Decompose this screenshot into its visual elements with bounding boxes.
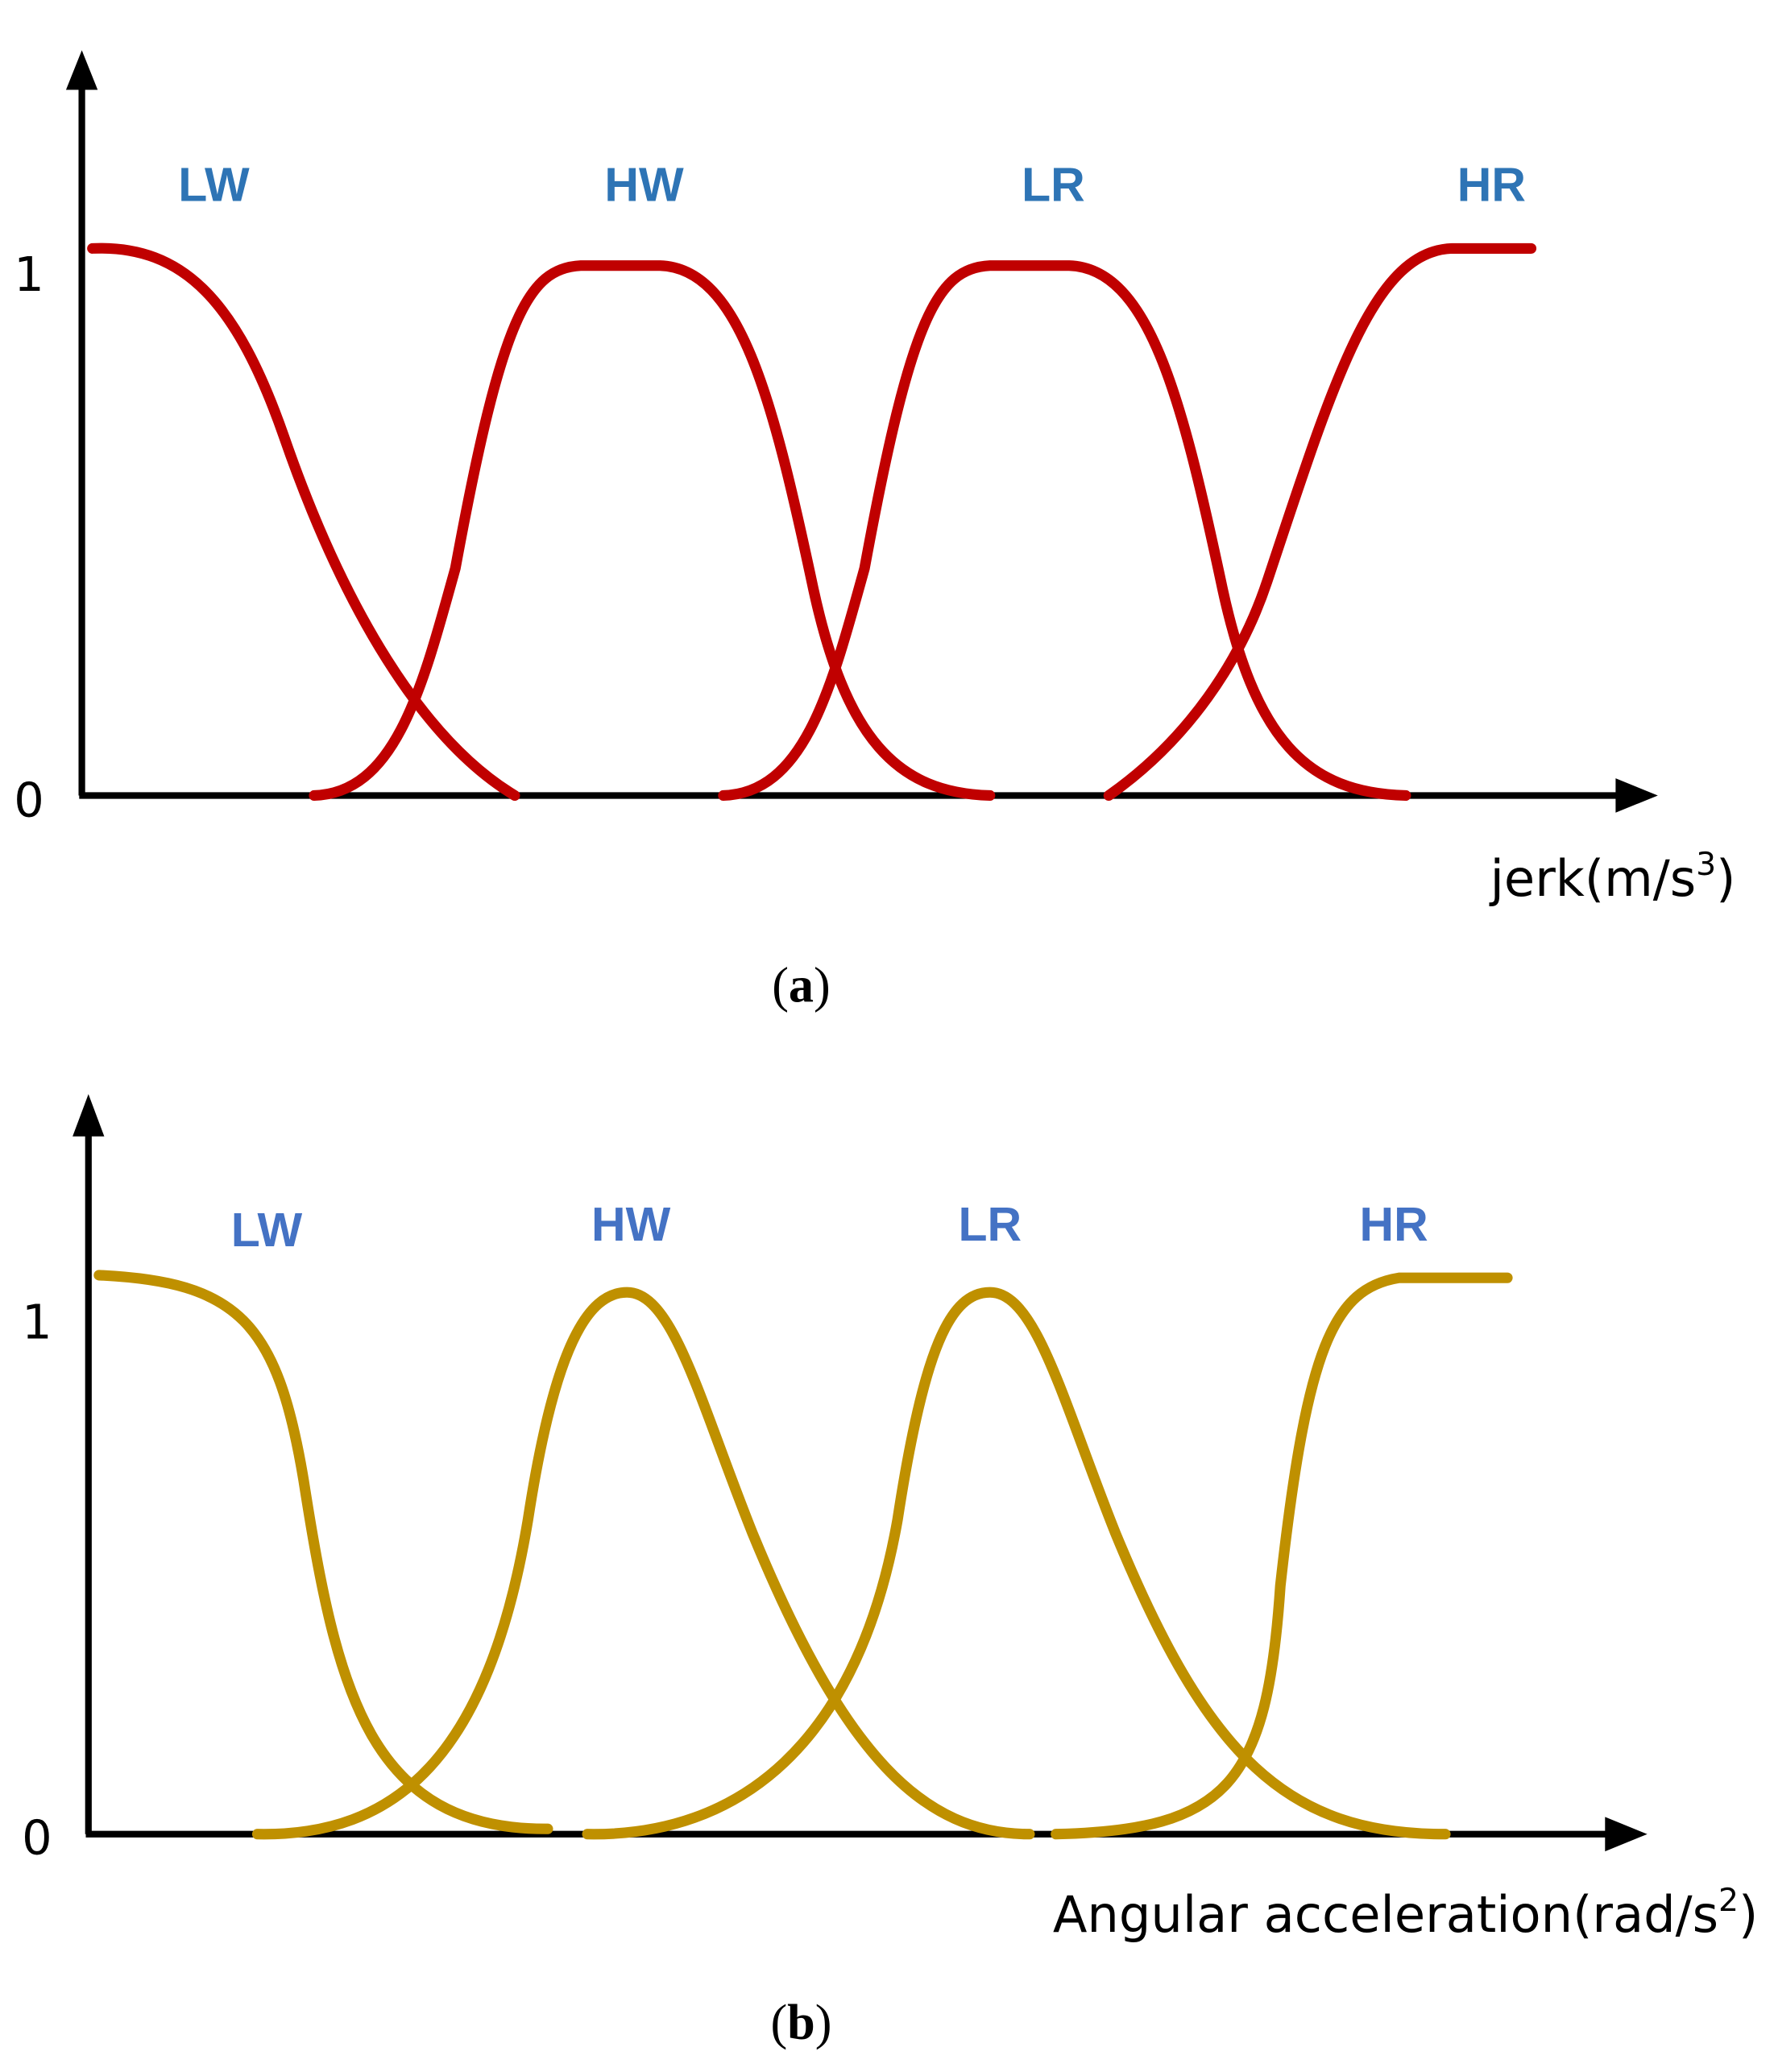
y-arrow <box>65 50 98 90</box>
x-axis-label: jerk(m/s3) <box>1489 846 1736 908</box>
y-label: 1 <box>22 1295 52 1350</box>
membership-curve <box>1103 242 1537 802</box>
curve-label: HW <box>604 158 684 211</box>
membership-curve <box>582 1287 1451 1840</box>
curve-label: LR <box>1022 158 1085 211</box>
panel-a: 1 0 LW HW LR HR jerk(m/s3) (a) <box>14 50 1735 1013</box>
y-label: 1 <box>14 247 44 302</box>
caption: (a) <box>772 957 831 1013</box>
membership-curve <box>718 260 1411 802</box>
curve-label: LW <box>178 158 250 211</box>
membership-curve <box>93 1270 553 1834</box>
caption-part: ) <box>815 1995 832 2050</box>
label-part: ) <box>1739 1885 1758 1944</box>
curve-label: HR <box>1360 1198 1428 1251</box>
caption-part: ) <box>814 957 831 1013</box>
label-part: Angular acceleration(rad/s <box>1053 1885 1718 1944</box>
curve-label: HW <box>591 1198 671 1251</box>
label-part: ) <box>1716 849 1735 908</box>
y-arrow <box>73 1094 105 1137</box>
x-arrow <box>1605 1817 1648 1852</box>
label-sup: 3 <box>1696 846 1716 883</box>
x-axis-label: Angular acceleration(rad/s2) <box>1053 1882 1758 1944</box>
curve-label: LR <box>958 1198 1022 1251</box>
x-arrow <box>1615 778 1658 813</box>
y-label: 0 <box>22 1809 52 1865</box>
caption-part: ( <box>772 957 789 1013</box>
label-sup: 2 <box>1718 1882 1739 1919</box>
caption-part: b <box>787 1995 815 2050</box>
caption-part: a <box>789 957 814 1013</box>
label-part: jerk(m/s <box>1489 849 1697 908</box>
membership-curve <box>251 1287 1035 1840</box>
membership-curve <box>87 242 520 802</box>
curve-label: HR <box>1457 158 1526 211</box>
membership-curve <box>1051 1272 1513 1840</box>
panel-b: 1 0 LW HW LR HR Angular acceleration(rad… <box>22 1094 1758 2050</box>
y-label: 0 <box>14 773 44 828</box>
membership-curve <box>309 260 996 802</box>
curve-label: LW <box>231 1204 303 1257</box>
caption: (b) <box>770 1995 831 2050</box>
caption-part: ( <box>770 1995 787 2050</box>
